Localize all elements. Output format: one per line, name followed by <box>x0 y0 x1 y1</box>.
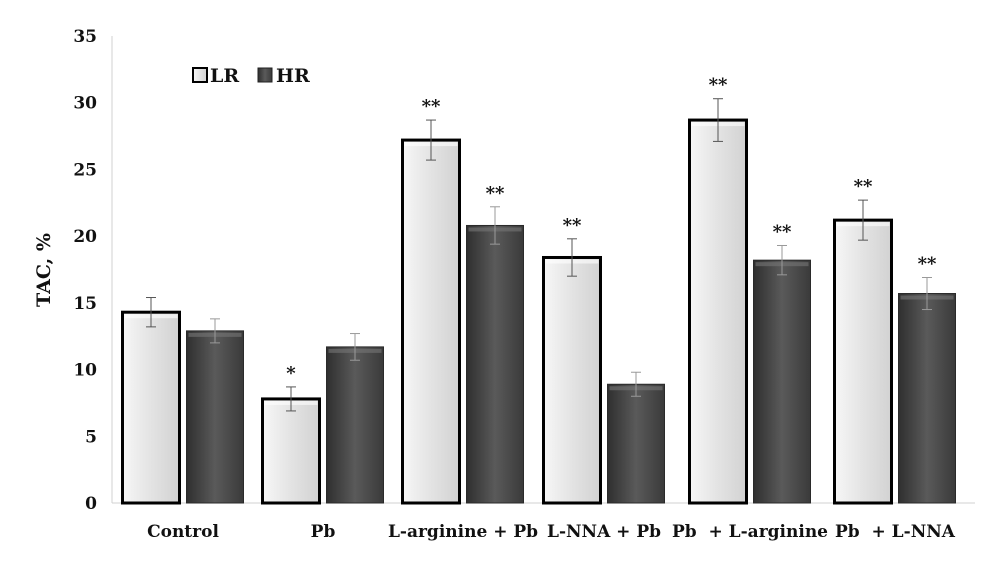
significance-marker: * <box>286 363 296 384</box>
category-label: Pb + L-arginine <box>672 522 828 542</box>
category-label: Pb + L-NNA <box>835 522 956 542</box>
y-tick-label: 0 <box>85 494 97 514</box>
y-tick-labels: 0 5 10 15 20 25 30 35 <box>73 27 97 514</box>
bar-lr-3 <box>542 255 602 505</box>
y-tick-label: 35 <box>73 27 97 47</box>
significance-marker: ** <box>709 75 728 96</box>
bars <box>121 118 956 505</box>
legend: LR HR <box>192 65 310 87</box>
category-label: Control <box>147 522 219 542</box>
bar-lr-2 <box>401 138 461 505</box>
bar-hr-4 <box>753 259 811 504</box>
bar-lr-1 <box>261 397 321 505</box>
y-tick-label: 30 <box>73 94 97 114</box>
category-label: Pb <box>311 522 336 542</box>
legend-swatch-lr <box>192 67 208 83</box>
bar-hr-1 <box>326 346 384 504</box>
bar-hr-2 <box>466 224 524 504</box>
significance-marker: ** <box>422 96 441 117</box>
significance-marker: ** <box>918 254 937 275</box>
legend-swatch-hr <box>257 67 273 83</box>
significance-marker: ** <box>486 183 505 204</box>
y-axis-label: TAC, % <box>33 233 55 307</box>
category-labels: Control Pb L-arginine + Pb L-NNA + Pb Pb + L… <box>147 522 956 542</box>
y-tick-label: 5 <box>85 427 97 447</box>
bar-hr-3 <box>607 383 665 504</box>
legend-label-lr: LR <box>210 65 239 87</box>
significance-marker: ** <box>773 221 792 242</box>
bar-lr-4 <box>688 118 748 505</box>
y-tick-label: 15 <box>73 294 97 314</box>
bar-lr-5 <box>833 218 893 505</box>
y-tick-label: 20 <box>73 227 97 247</box>
bar-lr-0 <box>121 310 181 505</box>
significance-marker: ** <box>563 215 582 236</box>
category-label: L-arginine + Pb <box>388 522 538 542</box>
significance-marker: ** <box>854 176 873 197</box>
legend-label-hr: HR <box>276 65 310 87</box>
bar-hr-0 <box>186 330 244 504</box>
bar-hr-5 <box>898 293 956 504</box>
error-bars <box>146 98 932 412</box>
category-label: L-NNA + Pb <box>547 522 661 542</box>
y-tick-label: 10 <box>73 361 97 381</box>
y-tick-label: 25 <box>73 160 97 180</box>
significance-labels: *************** <box>286 75 937 384</box>
